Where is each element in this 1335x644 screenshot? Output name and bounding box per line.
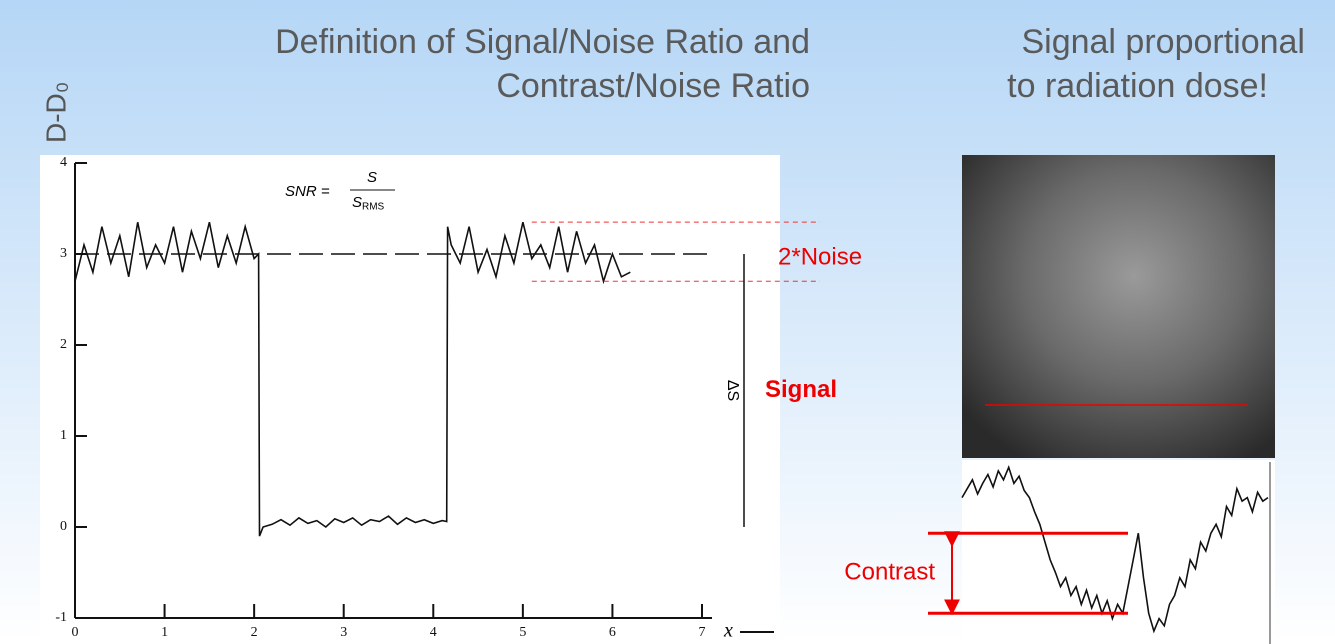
title-line: Signal proportional [1021, 23, 1305, 61]
formula-den: S [352, 194, 362, 211]
formula-den-sub: RMS [362, 202, 385, 213]
profile-panel [962, 460, 1275, 644]
x-tick-label: 3 [340, 625, 347, 640]
y-tick-label: 1 [60, 428, 67, 443]
title-line: Definition of Signal/Noise Ratio and [275, 23, 810, 61]
y-tick-label: 0 [60, 519, 67, 534]
slide: Definition of Signal/Noise Ratio and Con… [0, 0, 1335, 644]
x-tick-label: 2 [251, 625, 258, 640]
x-tick-label: 7 [699, 625, 706, 640]
x-tick-label: 0 [72, 625, 79, 640]
delta-label: ΔS [724, 380, 741, 401]
x-tick-label: 1 [161, 625, 168, 640]
formula-lhs: SNR = [285, 183, 330, 200]
page: Definition of Signal/Noise Ratio and Con… [0, 0, 1335, 644]
noise-label: 2*Noise [778, 243, 862, 270]
x-tick-label: 5 [519, 625, 526, 640]
y-tick-label: 2 [60, 337, 67, 352]
x-axis-label: x [723, 620, 733, 642]
contrast-label: Contrast [844, 559, 935, 586]
x-tick-label: 4 [430, 625, 437, 640]
y-tick-label: -1 [55, 610, 67, 625]
x-tick-label: 6 [609, 625, 616, 640]
xray-image [962, 155, 1275, 458]
y-tick-label: 4 [60, 155, 67, 170]
formula-num: S [367, 169, 377, 186]
signal-label: Signal [765, 376, 837, 403]
title-line: to radiation dose! [1007, 67, 1268, 105]
y-tick-label: 3 [60, 246, 67, 261]
chart-panel [40, 155, 780, 644]
y-axis-label: D-D₀ [40, 82, 71, 143]
title-line: Contrast/Noise Ratio [496, 67, 810, 105]
